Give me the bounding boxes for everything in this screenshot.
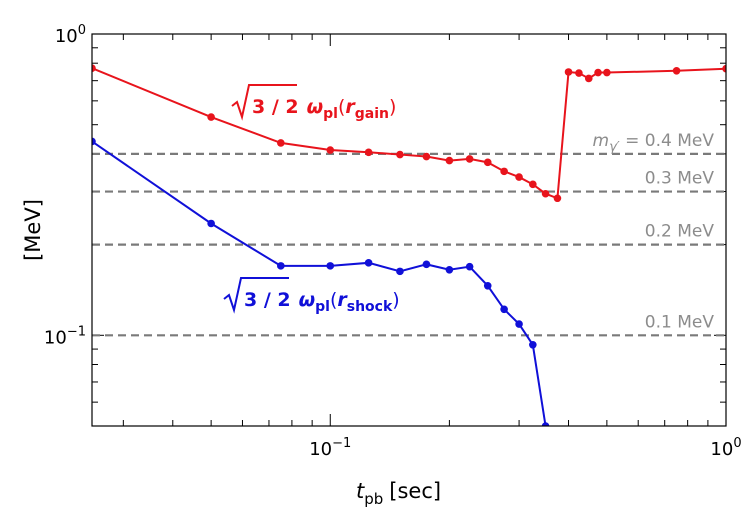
series-group <box>92 64 726 426</box>
shock-paren-open: ( <box>330 289 337 311</box>
data-point <box>445 265 454 274</box>
shock-r: r <box>337 289 348 311</box>
y-tick-exp: −1 <box>67 324 86 339</box>
data-point <box>92 64 96 72</box>
shock-sqrt-text: 3 / 2 <box>244 289 291 311</box>
plot-frame <box>91 33 727 427</box>
data-point <box>594 68 602 77</box>
x-tick-label: 100 <box>710 436 741 460</box>
x-axis-label-sub: pb <box>364 490 383 508</box>
sqrt-sign-shock <box>223 277 289 314</box>
reference-label: mγ′ = 0.4 MeV <box>593 131 715 155</box>
x-axis-label: tpb [sec] <box>356 479 441 508</box>
data-point <box>722 64 726 73</box>
ref-label-value: = 0.4 MeV <box>620 131 715 151</box>
x-tick-label: 10−1 <box>309 436 351 460</box>
data-point <box>500 305 508 314</box>
data-point <box>465 262 474 271</box>
y-tick-label: 10−1 <box>44 324 86 348</box>
data-point <box>465 155 474 163</box>
data-point <box>207 113 215 121</box>
data-point <box>529 340 537 349</box>
data-point <box>364 148 373 157</box>
data-point <box>529 180 537 189</box>
data-point <box>603 68 611 77</box>
data-point <box>564 68 573 76</box>
gain-omega: ω <box>307 96 324 118</box>
y-tick-base: 10 <box>44 327 67 348</box>
data-point <box>326 262 335 270</box>
data-point <box>92 137 96 146</box>
data-point <box>483 281 492 290</box>
series-label-shock-text: 3 / 2 ωpl(rshock) <box>244 289 400 315</box>
axis-ticks <box>92 33 727 426</box>
x-tick-base: 10 <box>309 439 332 460</box>
data-point <box>541 422 550 426</box>
x-axis-label-main: t <box>356 479 365 503</box>
series-label-shock: 3 / 2 ωpl(rshock) <box>223 277 400 315</box>
x-tick-exp: −1 <box>332 436 351 451</box>
data-point <box>584 74 593 83</box>
data-point <box>326 146 335 154</box>
data-point <box>541 189 550 198</box>
y-axis-label: [MeV] <box>21 199 45 261</box>
sqrt-sign-gain <box>231 84 297 121</box>
data-point <box>672 66 681 75</box>
shock-pl: pl <box>315 299 330 315</box>
series-label-gain-text: 3 / 2 ωpl(rgain) <box>252 96 396 122</box>
shock-r-sub: shock <box>347 299 393 315</box>
series-line-shock <box>92 140 547 426</box>
y-tick-label: 100 <box>55 23 86 47</box>
reference-lines: mγ′ = 0.4 MeV 0.3 MeV 0.2 MeV 0.1 MeV <box>92 131 726 337</box>
data-point <box>422 260 431 269</box>
data-point <box>515 320 523 328</box>
reference-label: 0.2 MeV <box>645 222 715 242</box>
gain-sqrt-text: 3 / 2 <box>252 96 299 118</box>
gain-r: r <box>345 96 356 118</box>
reference-label: 0.1 MeV <box>645 312 715 332</box>
data-point <box>422 152 431 161</box>
gain-pl: pl <box>323 106 338 122</box>
data-point <box>575 69 583 77</box>
ref-label-sub: γ′ <box>609 140 620 155</box>
data-point <box>396 150 404 159</box>
gain-r-sub: gain <box>355 106 389 122</box>
gain-paren-open: ( <box>338 96 345 118</box>
data-point <box>396 267 404 276</box>
data-point <box>553 194 562 203</box>
y-tick-exp: 0 <box>78 23 86 38</box>
data-point <box>500 167 508 176</box>
data-point <box>364 259 373 267</box>
data-point <box>207 219 215 228</box>
series-line-gain <box>92 67 726 200</box>
x-tick-base: 10 <box>710 439 733 460</box>
x-tick-exp: 0 <box>733 436 741 451</box>
data-point <box>515 173 523 181</box>
data-point <box>445 156 454 165</box>
gain-paren-close: ) <box>389 96 396 118</box>
data-point <box>277 262 285 270</box>
y-tick-base: 10 <box>55 26 78 47</box>
reference-label: 0.3 MeV <box>645 169 715 189</box>
shock-omega: ω <box>299 289 316 311</box>
ref-label-prefix: m <box>593 131 610 151</box>
data-point <box>483 158 492 167</box>
x-axis-label-unit: [sec] <box>389 479 441 503</box>
shock-paren-close: ) <box>392 289 399 311</box>
series-label-gain: 3 / 2 ωpl(rgain) <box>231 84 396 122</box>
data-point <box>277 139 285 147</box>
